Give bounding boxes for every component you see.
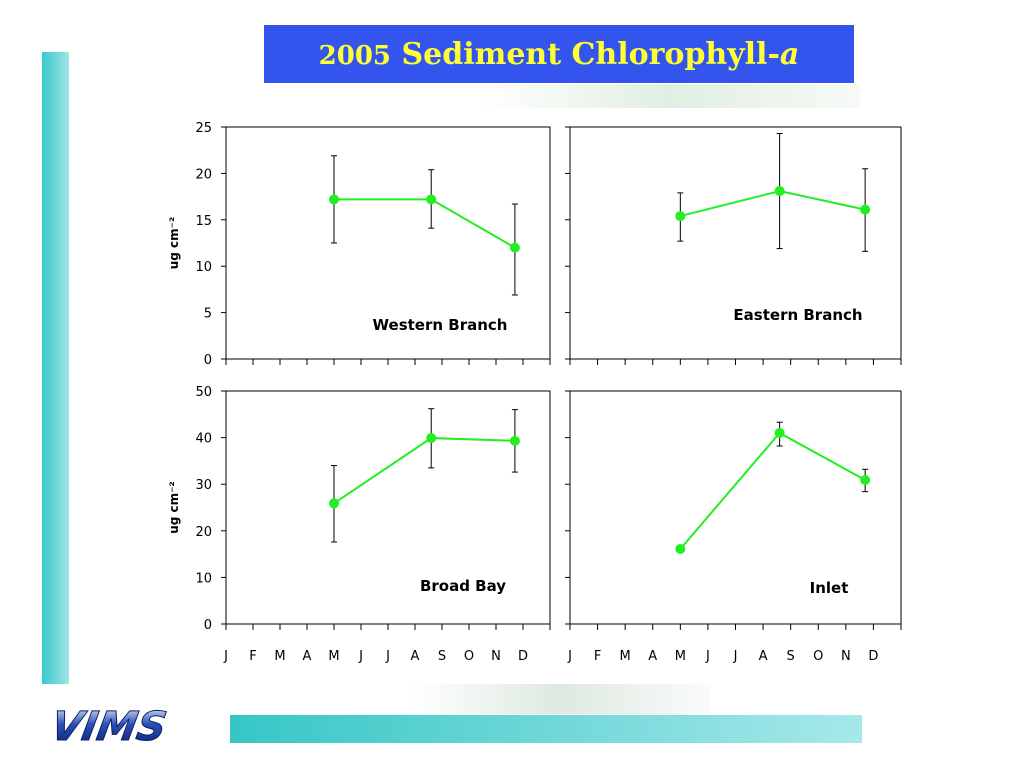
y-tick-label: 50	[195, 385, 212, 400]
y-tick-label: 10	[195, 571, 212, 586]
panel-label: Eastern Branch	[733, 306, 862, 324]
x-tick-label: J	[733, 649, 738, 664]
chart-panel-3: 0 10 20 30 40 50 J F M A M J J A S O N Dug cm⁻² Broad Bay	[167, 385, 551, 664]
title-main: Sediment Chlorophyll-	[391, 36, 780, 72]
slide-title: 2005 Sediment Chlorophyll-a	[319, 37, 800, 72]
x-tick-label: O	[813, 649, 823, 664]
left-accent-bar	[42, 52, 69, 684]
data-point	[426, 194, 437, 205]
y-tick-label: 10	[195, 260, 212, 275]
map-background-top	[480, 84, 860, 108]
x-tick-label: A	[648, 649, 657, 664]
x-tick-label: S	[438, 649, 446, 664]
y-tick-label: 0	[204, 618, 212, 633]
plot-frame	[569, 390, 902, 625]
y-tick-label: 0	[204, 353, 212, 368]
data-point	[509, 242, 520, 253]
data-point	[774, 427, 785, 438]
x-tick-label: F	[249, 649, 256, 664]
chart-panel-4: J F M A M J J A S O N D Inlet	[565, 390, 902, 664]
x-tick-label: J	[705, 649, 710, 664]
x-tick-label: A	[759, 649, 768, 664]
y-tick-label: 30	[195, 478, 212, 493]
data-point	[329, 194, 339, 205]
x-tick-label: M	[620, 649, 631, 664]
data-point	[675, 543, 686, 554]
y-tick-label: 20	[195, 167, 212, 182]
data-point	[509, 435, 520, 446]
x-tick-label: S	[787, 649, 795, 664]
x-tick-label: A	[303, 649, 312, 664]
x-tick-label: J	[385, 649, 390, 664]
panel-label: Broad Bay	[420, 577, 506, 595]
plot-frame	[569, 126, 902, 360]
chart-panel-1: 0 5 10 15 20 25 ug cm⁻² Western Branch	[167, 121, 551, 368]
x-tick-label: M	[328, 649, 339, 664]
data-point	[675, 211, 686, 222]
x-tick-label: D	[518, 649, 528, 664]
x-tick-label: M	[675, 649, 686, 664]
series-line	[334, 198, 516, 249]
title-banner: 2005 Sediment Chlorophyll-a	[264, 25, 854, 83]
x-tick-label: N	[491, 649, 501, 664]
y-tick-label: 5	[204, 307, 212, 322]
y-tick-label: 25	[195, 121, 212, 136]
data-point	[860, 204, 871, 215]
y-axis-label: ug cm⁻²	[167, 481, 181, 534]
panel-label: Inlet	[810, 579, 849, 597]
y-tick-label: 40	[195, 432, 212, 447]
bottom-accent-bar	[230, 715, 862, 743]
vims-logo: VIMS	[52, 703, 171, 746]
x-tick-label: D	[868, 649, 878, 664]
series-line	[679, 431, 866, 550]
logo-text: VIMS	[52, 703, 170, 746]
title-italic: a	[779, 36, 800, 72]
map-background-bottom	[410, 684, 710, 714]
series-line	[680, 190, 866, 218]
x-tick-label: J	[567, 649, 572, 664]
y-axis-label: ug cm⁻²	[167, 217, 181, 270]
series-line	[333, 437, 515, 505]
data-point	[329, 498, 339, 509]
x-tick-label: J	[223, 649, 228, 664]
data-point	[860, 475, 871, 486]
x-tick-label: N	[841, 649, 851, 664]
data-point	[774, 186, 785, 197]
panel-label: Western Branch	[373, 316, 508, 334]
x-tick-label: M	[274, 649, 285, 664]
x-tick-label: F	[594, 649, 601, 664]
x-tick-label: J	[358, 649, 363, 664]
title-year: 2005	[318, 40, 392, 71]
data-point	[426, 433, 437, 444]
x-tick-label: A	[411, 649, 420, 664]
x-tick-label: O	[464, 649, 474, 664]
y-tick-label: 15	[195, 214, 212, 229]
chart-panel-2: Eastern Branch	[565, 126, 902, 365]
y-tick-label: 20	[195, 525, 212, 540]
